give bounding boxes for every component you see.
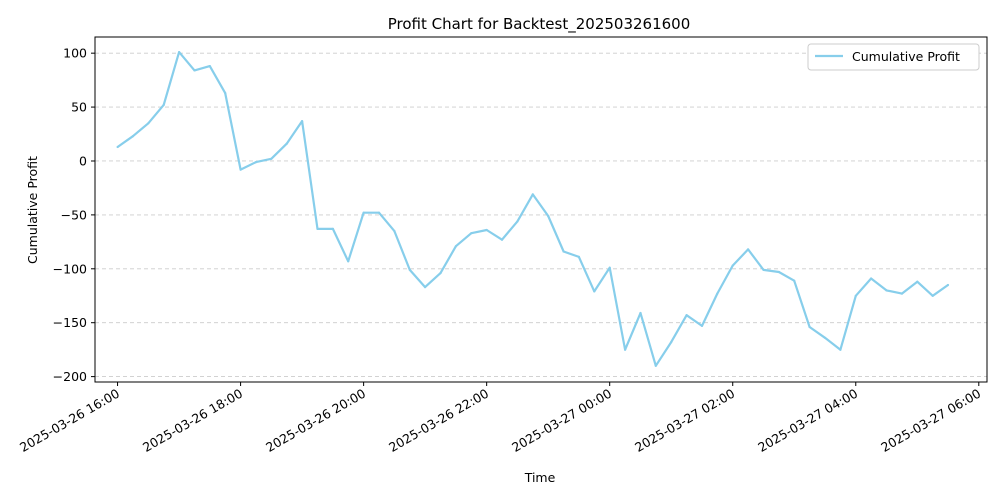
data-point bbox=[700, 324, 704, 327]
legend: Cumulative Profit bbox=[807, 43, 980, 71]
data-point bbox=[254, 161, 258, 164]
data-point bbox=[178, 51, 181, 54]
data-point bbox=[270, 157, 273, 160]
data-point bbox=[193, 69, 196, 72]
data-point bbox=[208, 65, 211, 68]
y-axis-title: Cumulative Profit bbox=[25, 156, 40, 264]
data-point bbox=[577, 255, 581, 258]
data-point bbox=[147, 122, 150, 125]
data-point bbox=[131, 135, 134, 138]
chart-title: Profit Chart for Backtest_202503261600 bbox=[388, 15, 691, 34]
data-point bbox=[916, 280, 919, 283]
data-point bbox=[531, 193, 534, 196]
y-axis-ticks: −200 −150 −100 −50 0 50 100 bbox=[53, 46, 95, 384]
data-point bbox=[454, 245, 457, 248]
data-point bbox=[547, 214, 550, 218]
data-point bbox=[685, 314, 688, 317]
legend-label: Cumulative Profit bbox=[852, 49, 960, 64]
data-point bbox=[900, 292, 904, 295]
data-point bbox=[716, 292, 719, 295]
data-point bbox=[624, 348, 627, 351]
data-point bbox=[331, 227, 334, 230]
data-point bbox=[393, 230, 396, 233]
y-tick-label: −100 bbox=[53, 261, 87, 276]
data-point bbox=[516, 220, 519, 223]
data-point bbox=[408, 268, 411, 271]
data-point bbox=[931, 294, 934, 297]
data-point bbox=[362, 211, 365, 214]
data-point bbox=[470, 232, 473, 235]
data-point bbox=[639, 311, 642, 315]
data-point bbox=[116, 145, 119, 149]
y-tick-label: −150 bbox=[53, 315, 87, 330]
data-point bbox=[562, 250, 565, 253]
data-point bbox=[316, 227, 319, 230]
data-point bbox=[731, 264, 734, 267]
data-point bbox=[747, 248, 750, 251]
data-point bbox=[777, 270, 781, 274]
data-point bbox=[485, 228, 488, 232]
data-point bbox=[654, 364, 657, 367]
data-point bbox=[839, 348, 842, 351]
data-point bbox=[823, 336, 827, 339]
data-point bbox=[946, 283, 950, 287]
data-point bbox=[885, 289, 888, 292]
data-point bbox=[224, 92, 227, 95]
data-point bbox=[793, 279, 796, 282]
data-point bbox=[593, 290, 596, 293]
data-point bbox=[808, 325, 811, 329]
plot-frame bbox=[94, 36, 988, 383]
data-point bbox=[870, 277, 873, 280]
data-point bbox=[424, 286, 427, 289]
data-point bbox=[301, 120, 304, 123]
x-axis-title: Time bbox=[524, 470, 556, 485]
data-point bbox=[439, 272, 442, 275]
y-tick-label: 0 bbox=[79, 153, 87, 168]
data-point bbox=[608, 266, 611, 269]
data-point bbox=[347, 260, 350, 263]
data-point bbox=[377, 211, 381, 214]
data-point bbox=[500, 238, 504, 241]
y-tick-label: 100 bbox=[63, 46, 87, 61]
data-point bbox=[162, 103, 165, 106]
y-tick-label: −50 bbox=[61, 207, 87, 222]
y-tick-label: −200 bbox=[53, 369, 87, 384]
data-point bbox=[239, 168, 242, 171]
y-tick-label: 50 bbox=[71, 100, 87, 115]
data-point bbox=[762, 268, 765, 271]
legend-box bbox=[807, 43, 980, 71]
data-point bbox=[670, 341, 673, 344]
series-lines bbox=[116, 51, 950, 367]
data-point bbox=[854, 294, 857, 297]
data-point bbox=[285, 142, 288, 145]
